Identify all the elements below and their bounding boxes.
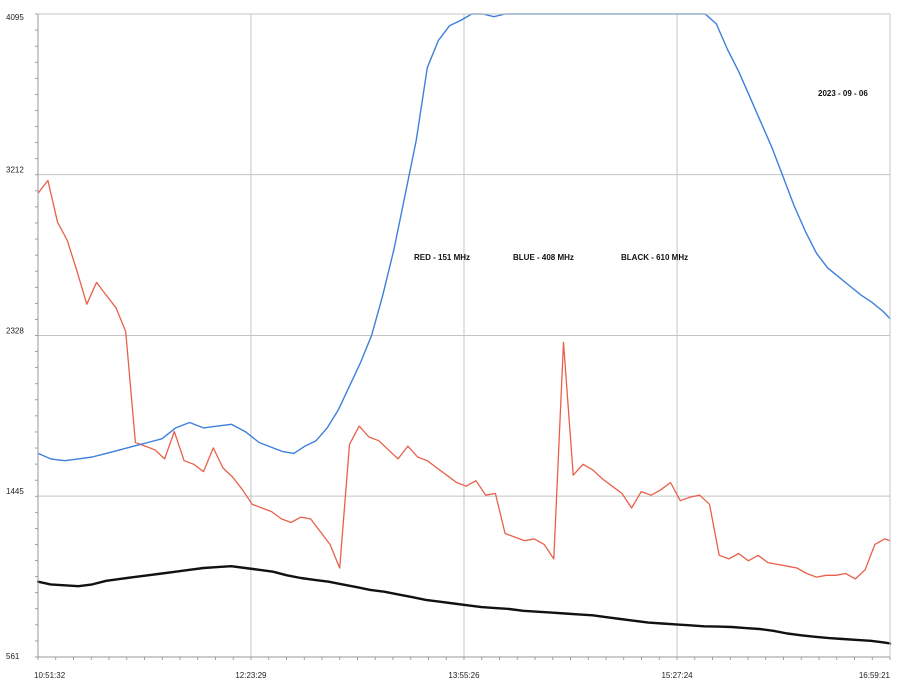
red-151mhz-line xyxy=(37,179,891,580)
annotation-blue: BLUE - 408 MHz xyxy=(513,253,574,262)
x-tick-label: 13:55:26 xyxy=(448,671,480,680)
y-tick-label: 561 xyxy=(6,652,20,661)
blue-408mhz-line xyxy=(37,13,891,462)
grid-layer xyxy=(37,13,891,658)
annotation-black: BLACK - 610 MHz xyxy=(621,253,688,262)
x-tick-label: 12:23:29 xyxy=(235,671,267,680)
black-610mhz-line xyxy=(36,565,892,645)
x-tick-label: 15:27:24 xyxy=(661,671,693,680)
x-tick-label: 10:51:32 xyxy=(34,671,66,680)
date-label: 2023 - 09 - 06 xyxy=(818,89,868,98)
y-tick-label: 3212 xyxy=(6,166,24,175)
annotation-red: RED - 151 MHz xyxy=(414,253,470,262)
y-tick-label: 4095 xyxy=(6,13,24,22)
series-layer xyxy=(36,13,892,645)
y-tick-label: 1445 xyxy=(6,487,24,496)
x-tick-label: 16:59:21 xyxy=(859,671,891,680)
axis-layer: 4095 3212 2328 1445 561 10:51:32 12:23:29 13:55… xyxy=(6,13,891,680)
y-tick-label: 2328 xyxy=(6,327,24,336)
